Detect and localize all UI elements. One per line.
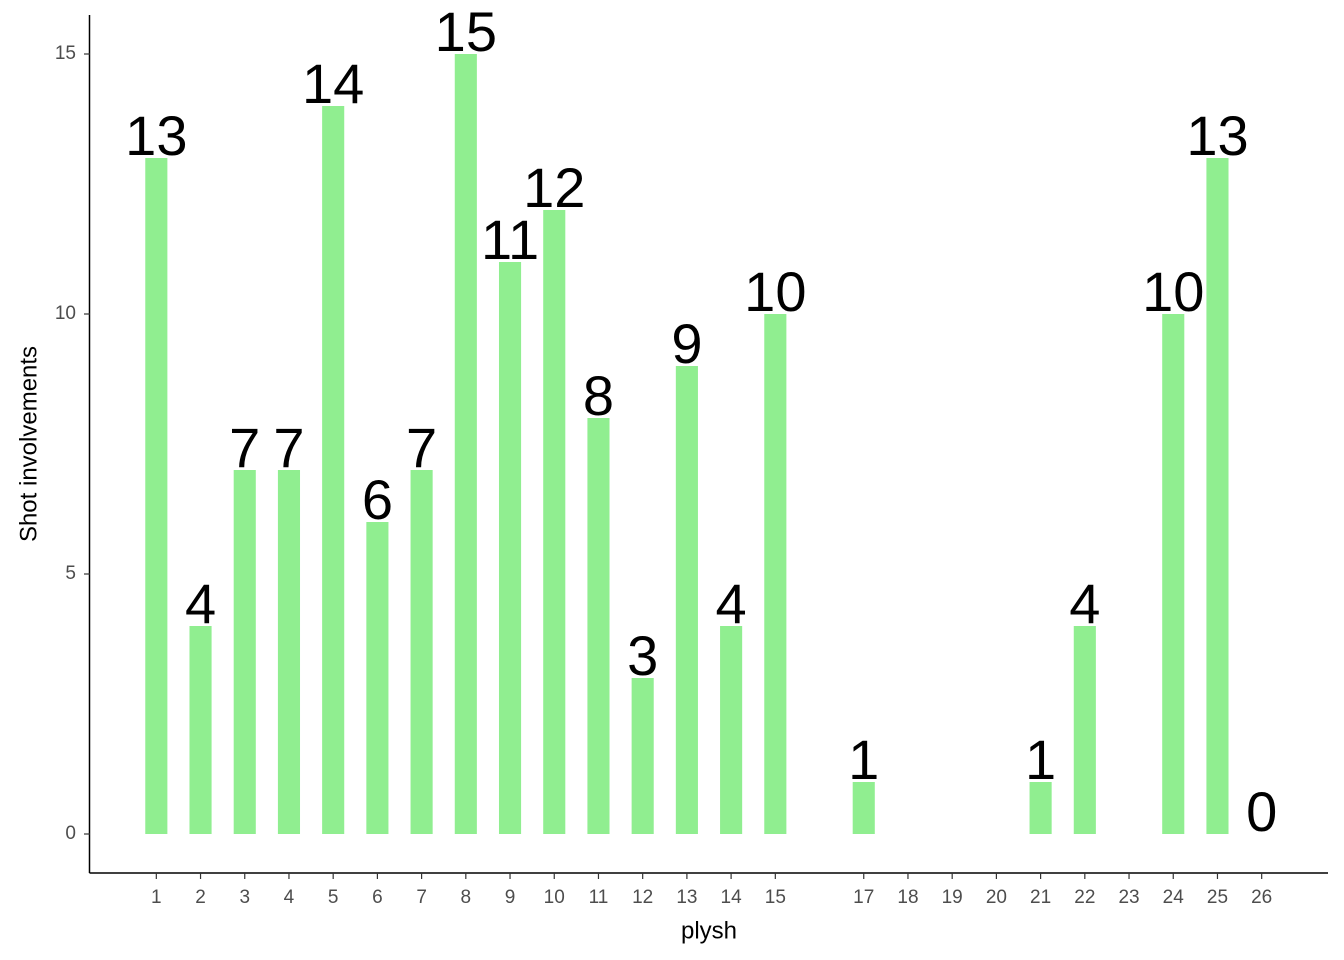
x-tick-label: 25 <box>1207 887 1228 908</box>
value-label: 12 <box>523 156 585 219</box>
bar <box>454 54 477 834</box>
x-tick-label: 24 <box>1163 887 1185 908</box>
x-tick-label: 26 <box>1251 887 1272 908</box>
bar <box>1073 626 1096 834</box>
value-label: 9 <box>671 312 702 375</box>
value-label: 13 <box>125 104 187 167</box>
y-tick-label: 5 <box>65 563 76 584</box>
value-label: 13 <box>1186 104 1248 167</box>
x-tick-label: 18 <box>897 887 918 908</box>
value-label: 6 <box>362 468 393 531</box>
value-label: 11 <box>481 208 539 271</box>
bar <box>720 626 743 834</box>
x-tick-label: 12 <box>632 887 653 908</box>
value-label: 10 <box>744 260 806 323</box>
value-label: 14 <box>302 52 364 115</box>
bar <box>1162 314 1185 834</box>
bar <box>277 470 301 834</box>
bar <box>145 158 168 834</box>
x-tick-label: 5 <box>328 887 339 908</box>
x-tick-label: 8 <box>461 887 472 908</box>
bar <box>543 210 566 834</box>
bar <box>675 366 698 834</box>
x-tick-label: 6 <box>372 887 383 908</box>
value-label: 7 <box>273 416 304 479</box>
x-axis-title: plysh <box>681 917 737 944</box>
bar <box>410 470 433 834</box>
value-label: 10 <box>1142 260 1204 323</box>
value-label: 7 <box>406 416 437 479</box>
bar <box>764 314 787 834</box>
value-label: 7 <box>229 416 260 479</box>
y-tick-label: 0 <box>65 823 76 844</box>
x-tick-label: 7 <box>416 887 427 908</box>
bar <box>1029 782 1052 834</box>
value-label: 4 <box>185 572 216 635</box>
value-label: 3 <box>627 624 658 687</box>
x-tick-label: 10 <box>544 887 565 908</box>
value-label: 8 <box>583 364 614 427</box>
value-label: 1 <box>848 728 879 791</box>
y-tick-label: 10 <box>55 303 76 324</box>
y-tick-label: 15 <box>55 43 76 64</box>
value-label: 4 <box>716 572 747 635</box>
x-tick-label: 11 <box>589 887 609 908</box>
bar <box>1206 158 1229 834</box>
bar <box>189 626 212 834</box>
x-tick-label: 3 <box>239 887 250 908</box>
value-label: 0 <box>1246 780 1277 843</box>
x-tick-label: 19 <box>942 887 963 908</box>
value-label: 1 <box>1025 728 1056 791</box>
x-tick-label: 14 <box>721 887 743 908</box>
bar <box>233 470 256 834</box>
bar <box>366 522 389 834</box>
x-tick-label: 13 <box>676 887 697 908</box>
value-label: 4 <box>1069 572 1100 635</box>
bar <box>631 678 654 834</box>
bar <box>498 262 522 834</box>
x-tick-label: 2 <box>195 887 206 908</box>
bar <box>852 782 875 834</box>
x-tick-label: 22 <box>1074 887 1095 908</box>
x-tick-label: 17 <box>853 887 874 908</box>
x-tick-label: 15 <box>765 887 786 908</box>
x-tick-label: 20 <box>986 887 1007 908</box>
bar <box>322 106 345 834</box>
y-axis-title: Shot involvements <box>15 346 42 542</box>
value-label: 15 <box>435 0 497 63</box>
x-tick-label: 23 <box>1118 887 1139 908</box>
x-tick-label: 1 <box>151 887 162 908</box>
x-tick-label: 21 <box>1030 887 1051 908</box>
bar <box>587 418 610 834</box>
x-tick-label: 9 <box>505 887 516 908</box>
x-tick-label: 4 <box>284 887 295 908</box>
